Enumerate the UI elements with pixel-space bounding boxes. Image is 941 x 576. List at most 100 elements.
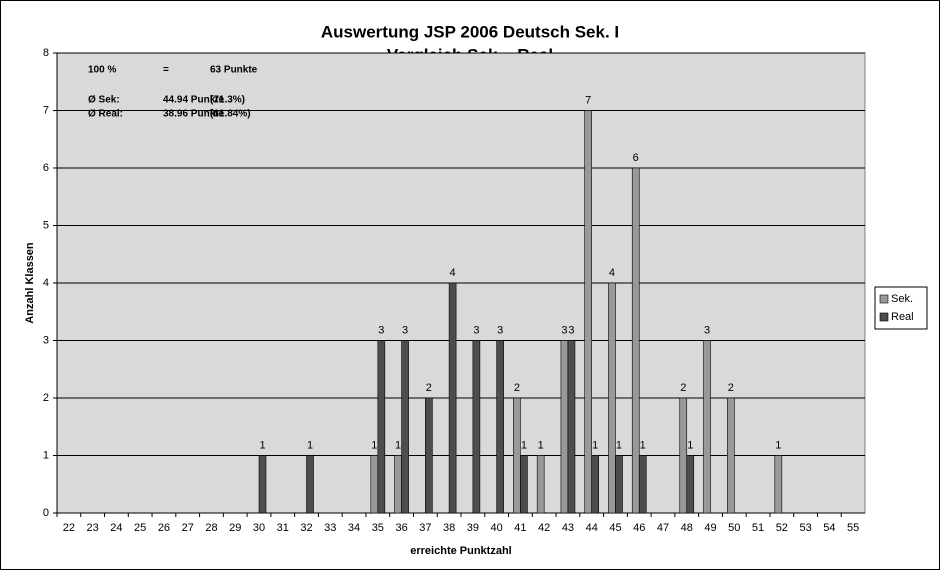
bar bbox=[520, 455, 528, 514]
x-tick-label: 31 bbox=[277, 522, 289, 534]
annotation: = bbox=[163, 65, 169, 76]
legend-label: Real bbox=[891, 311, 914, 323]
value-label: 3 bbox=[561, 324, 567, 336]
value-label: 2 bbox=[514, 382, 520, 394]
bar bbox=[377, 340, 386, 514]
x-tick-label: 37 bbox=[419, 522, 431, 534]
value-label: 2 bbox=[426, 382, 432, 394]
x-tick-label: 22 bbox=[63, 522, 75, 534]
value-label: 3 bbox=[473, 324, 479, 336]
bar bbox=[425, 397, 433, 514]
y-tick-label: 0 bbox=[43, 507, 49, 519]
chart-title: Auswertung JSP 2006 Deutsch Sek. I bbox=[321, 22, 619, 41]
x-tick-label: 48 bbox=[681, 522, 693, 534]
x-tick-label: 42 bbox=[538, 522, 550, 534]
bar bbox=[258, 455, 267, 514]
value-label: 1 bbox=[592, 439, 598, 451]
x-tick-label: 39 bbox=[467, 522, 479, 534]
bar bbox=[631, 167, 640, 514]
x-tick-label: 30 bbox=[253, 522, 265, 534]
x-tick-label: 28 bbox=[205, 522, 217, 534]
bar bbox=[306, 455, 314, 514]
value-label: 1 bbox=[395, 439, 401, 451]
legend-box bbox=[874, 286, 928, 330]
x-tick-label: 45 bbox=[609, 522, 621, 534]
value-label: 1 bbox=[259, 439, 265, 451]
annotation: (71.3%) bbox=[210, 95, 245, 106]
value-label: 1 bbox=[371, 439, 377, 451]
bar bbox=[591, 455, 600, 514]
x-tick-label: 54 bbox=[823, 522, 835, 534]
bar bbox=[401, 340, 409, 514]
x-tick-label: 24 bbox=[110, 522, 122, 534]
value-label: 3 bbox=[568, 324, 574, 336]
value-label: 4 bbox=[609, 267, 615, 279]
x-tick-label: 50 bbox=[728, 522, 740, 534]
y-axis-label: Anzahl Klassen bbox=[24, 242, 36, 324]
x-tick-label: 43 bbox=[562, 522, 574, 534]
x-tick-label: 47 bbox=[657, 522, 669, 534]
x-tick-label: 44 bbox=[586, 522, 598, 534]
bar bbox=[679, 397, 688, 514]
annotation: Ø Sek: bbox=[88, 95, 120, 106]
value-label: 3 bbox=[378, 324, 384, 336]
value-label: 2 bbox=[728, 382, 734, 394]
y-tick-label: 2 bbox=[43, 392, 49, 404]
x-tick-label: 46 bbox=[633, 522, 645, 534]
x-tick-label: 35 bbox=[372, 522, 384, 534]
value-label: 1 bbox=[307, 439, 313, 451]
value-label: 3 bbox=[704, 324, 710, 336]
bar bbox=[686, 455, 695, 514]
x-tick-label: 36 bbox=[395, 522, 407, 534]
annotation: 63 Punkte bbox=[210, 65, 258, 76]
bar bbox=[774, 455, 783, 514]
value-label: 1 bbox=[521, 439, 527, 451]
value-label: 2 bbox=[680, 382, 686, 394]
bar bbox=[703, 340, 711, 514]
bar bbox=[560, 340, 569, 514]
x-tick-label: 53 bbox=[799, 522, 811, 534]
x-tick-label: 32 bbox=[300, 522, 312, 534]
annotation: 44.94 Punkte bbox=[163, 95, 225, 106]
value-label: 7 bbox=[585, 94, 591, 106]
x-tick-label: 25 bbox=[134, 522, 146, 534]
value-label: 6 bbox=[633, 152, 639, 164]
value-label: 1 bbox=[687, 439, 693, 451]
x-tick-label: 38 bbox=[443, 522, 455, 534]
value-label: 3 bbox=[497, 324, 503, 336]
bar bbox=[726, 397, 735, 514]
x-tick-label: 51 bbox=[752, 522, 764, 534]
bar bbox=[448, 282, 457, 514]
legend-swatch bbox=[879, 312, 889, 322]
x-tick-label: 23 bbox=[87, 522, 99, 534]
y-tick-label: 3 bbox=[43, 334, 49, 346]
y-tick-label: 6 bbox=[43, 162, 49, 174]
x-tick-label: 40 bbox=[491, 522, 503, 534]
annotation: 100 % bbox=[88, 65, 116, 76]
bar bbox=[638, 455, 647, 514]
bar bbox=[394, 455, 402, 514]
x-tick-label: 33 bbox=[324, 522, 336, 534]
y-tick-label: 7 bbox=[43, 104, 49, 116]
x-tick-label: 49 bbox=[704, 522, 716, 534]
bar bbox=[536, 455, 545, 514]
y-tick-label: 1 bbox=[43, 449, 49, 461]
value-label: 1 bbox=[538, 439, 544, 451]
bar bbox=[615, 455, 623, 514]
y-tick-label: 8 bbox=[43, 47, 49, 59]
value-label: 1 bbox=[775, 439, 781, 451]
value-label: 1 bbox=[616, 439, 622, 451]
y-tick-label: 4 bbox=[43, 277, 49, 289]
x-tick-label: 52 bbox=[776, 522, 788, 534]
legend-swatch bbox=[879, 294, 889, 304]
bar bbox=[496, 340, 504, 514]
x-axis-label: erreichte Punktzahl bbox=[410, 545, 511, 557]
annotation: Ø Real: bbox=[88, 109, 123, 120]
annotation: (61.84%) bbox=[210, 109, 251, 120]
annotation: 38.96 Punkte bbox=[163, 109, 225, 120]
x-tick-label: 29 bbox=[229, 522, 241, 534]
value-label: 3 bbox=[402, 324, 408, 336]
x-tick-label: 55 bbox=[847, 522, 859, 534]
bar bbox=[567, 340, 576, 514]
